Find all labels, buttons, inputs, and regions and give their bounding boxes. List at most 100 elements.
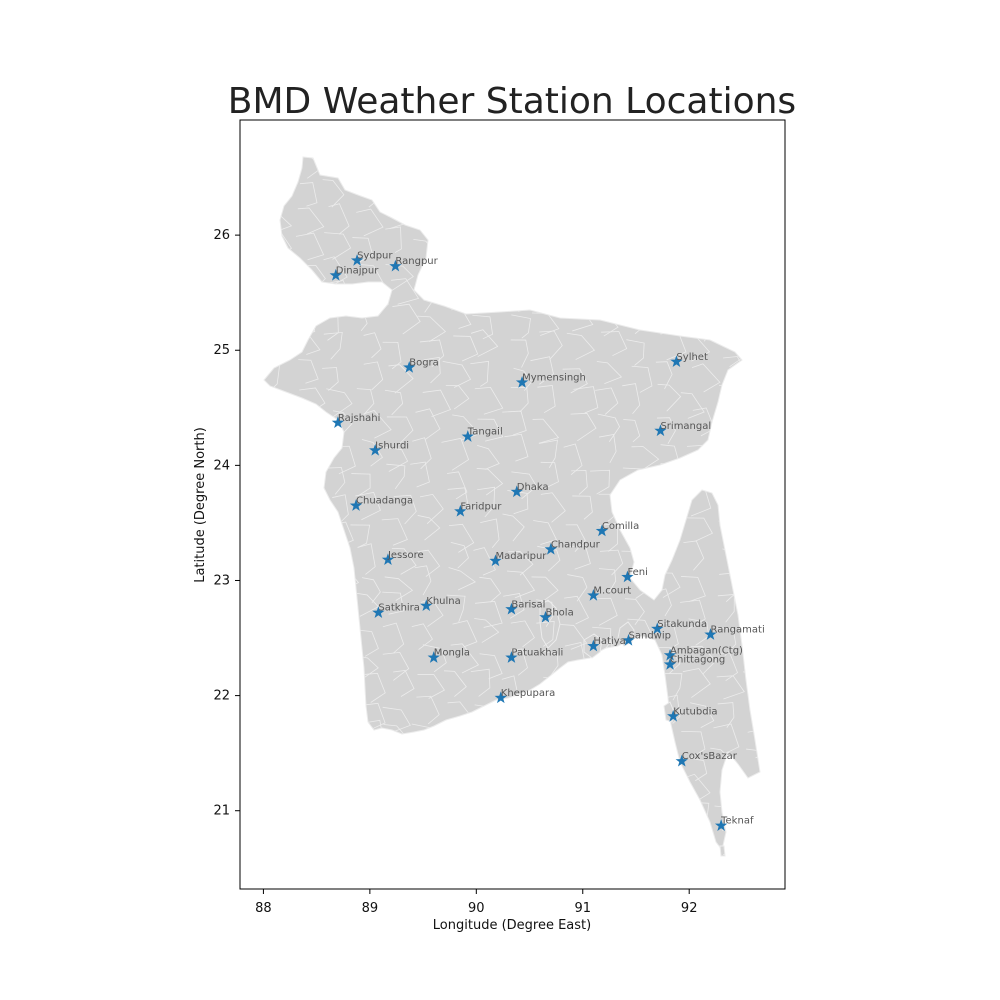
district-border xyxy=(568,203,586,228)
district-border xyxy=(570,412,597,442)
district-border xyxy=(264,514,281,543)
district-border xyxy=(417,549,441,577)
district-border xyxy=(478,201,501,231)
station-label: Srimangal xyxy=(660,421,711,432)
district-border xyxy=(293,307,316,335)
district-border xyxy=(723,443,741,467)
district-border xyxy=(532,418,560,444)
district-border xyxy=(592,597,618,626)
district-border xyxy=(450,541,469,569)
district-border xyxy=(655,807,680,836)
district-border xyxy=(450,748,478,778)
district-border xyxy=(419,339,445,368)
y-tick-label: 23 xyxy=(213,573,230,588)
district-border xyxy=(328,279,352,312)
x-tick-label: 88 xyxy=(255,901,272,916)
district-border xyxy=(326,388,353,418)
district-border xyxy=(691,363,721,393)
district-border xyxy=(264,255,282,282)
district-border xyxy=(329,157,348,180)
district-border xyxy=(742,336,760,364)
district-border xyxy=(623,419,641,443)
district-border xyxy=(382,159,406,189)
district-border xyxy=(417,515,441,541)
district-border xyxy=(470,157,499,181)
district-border xyxy=(590,204,614,230)
district-border xyxy=(662,828,689,856)
station-bhola: Bhola xyxy=(539,607,574,623)
district-border xyxy=(573,386,599,414)
district-border xyxy=(324,232,352,260)
district-border xyxy=(568,671,586,699)
station-marker-star xyxy=(714,819,728,831)
district-border xyxy=(411,623,433,650)
district-border xyxy=(510,620,535,648)
y-tick-label: 26 xyxy=(213,228,230,243)
district-border xyxy=(323,546,347,574)
district-border xyxy=(741,257,760,281)
district-border xyxy=(449,523,475,553)
station-marker-star xyxy=(587,639,600,652)
district-border xyxy=(449,180,472,208)
island-bhola xyxy=(539,599,561,649)
district-border xyxy=(573,750,593,779)
station-khepupara: Khepupara xyxy=(494,688,555,704)
district-border xyxy=(332,618,351,648)
district-border xyxy=(598,860,620,882)
station-mongla: Mongla xyxy=(427,648,470,663)
district-border xyxy=(653,540,671,569)
station-marker-star xyxy=(544,542,557,555)
district-border xyxy=(295,465,321,495)
station-label: Teknaf xyxy=(720,816,754,827)
district-border xyxy=(441,437,470,471)
station-marker-star xyxy=(349,499,363,511)
station-bogra: Bogra xyxy=(403,358,439,373)
station-label: Khepupara xyxy=(501,688,555,699)
district-border xyxy=(445,773,470,803)
x-tick-label: 90 xyxy=(468,901,485,916)
district-border xyxy=(480,518,500,549)
district-border xyxy=(741,572,760,604)
district-border xyxy=(386,773,404,797)
station-rangamati: Rangamati xyxy=(704,625,765,640)
district-border xyxy=(292,569,317,597)
district-border xyxy=(363,361,384,391)
district-border xyxy=(740,358,760,387)
map-title: BMD Weather Station Locations xyxy=(228,81,796,122)
district-border xyxy=(500,722,521,747)
station-marker-star xyxy=(654,424,667,437)
station-marker-star xyxy=(505,602,518,615)
district-border xyxy=(324,649,351,675)
district-border xyxy=(590,703,616,730)
district-border xyxy=(476,256,502,288)
station-marker-star xyxy=(704,628,717,640)
district-border xyxy=(333,699,357,724)
station-mymensingh: Mymensingh xyxy=(515,372,586,388)
district-border xyxy=(297,798,318,827)
district-border xyxy=(565,252,585,283)
district-border xyxy=(723,850,745,856)
district-border xyxy=(752,286,760,315)
district-border xyxy=(655,361,673,390)
district-border xyxy=(684,517,713,542)
station-marker-star xyxy=(505,651,518,663)
district-border xyxy=(422,644,447,673)
district-border xyxy=(627,803,652,832)
station-kutubdia: Kutubdia xyxy=(667,706,717,722)
station-marker-star xyxy=(510,485,523,498)
district-border xyxy=(323,256,348,287)
station-label: Chuadanga xyxy=(356,496,413,507)
y-tick-label: 25 xyxy=(213,343,230,358)
district-border xyxy=(721,494,744,519)
district-border xyxy=(567,236,596,261)
district-border xyxy=(477,445,500,470)
district-border xyxy=(502,178,531,208)
district-border xyxy=(453,802,479,832)
district-border xyxy=(410,857,432,883)
y-tick-label: 22 xyxy=(213,689,230,704)
district-border xyxy=(596,752,621,784)
district-border xyxy=(540,492,566,523)
station-label: Chittagong xyxy=(670,655,725,666)
district-border xyxy=(747,649,760,677)
district-border xyxy=(744,519,760,546)
